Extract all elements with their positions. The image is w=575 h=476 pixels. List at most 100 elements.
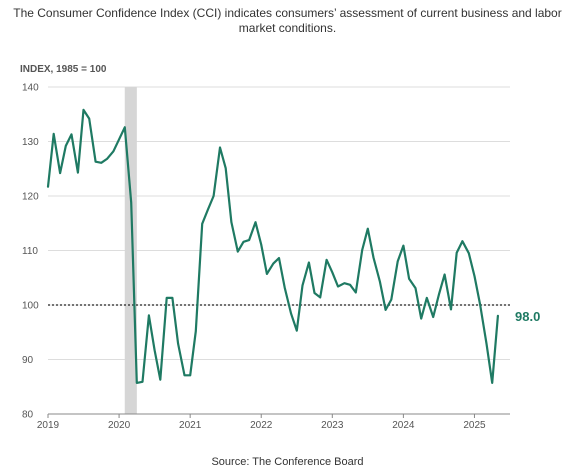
series-layer: [46, 108, 499, 384]
x-tick-label: 2020: [108, 420, 131, 431]
data-point: [337, 285, 339, 288]
data-point: [242, 241, 245, 243]
data-point: [213, 195, 215, 197]
series-line: [46, 108, 499, 384]
data-point: [148, 314, 150, 316]
data-point: [343, 282, 345, 284]
data-point: [230, 221, 232, 223]
data-point: [349, 284, 351, 286]
data-point: [219, 146, 221, 149]
y-tick-label: 140: [22, 83, 39, 94]
data-point: [141, 381, 144, 383]
data-point: [456, 252, 458, 254]
data-point: [136, 382, 138, 384]
x-tick-labels: 2019 2020 2021 2022 2023 2024 2025: [37, 413, 510, 431]
data-point: [77, 172, 79, 174]
data-point: [166, 297, 168, 299]
data-point: [159, 379, 161, 381]
data-point: [201, 223, 203, 225]
data-point: [171, 297, 173, 299]
data-point: [361, 249, 363, 251]
x-tick-label: 2021: [179, 420, 202, 431]
data-point: [479, 303, 481, 306]
y-tick-label: 90: [22, 355, 34, 366]
data-point: [397, 260, 399, 262]
y-tick-label: 80: [22, 410, 34, 421]
gridlines: [48, 86, 510, 415]
data-point: [485, 343, 488, 345]
data-point: [266, 273, 268, 275]
y-tick-label: 100: [22, 301, 39, 312]
y-tick-label: 120: [22, 192, 39, 203]
data-point: [473, 275, 476, 277]
data-point: [88, 118, 90, 120]
data-point: [237, 251, 239, 253]
x-tick-label: 2022: [250, 420, 273, 431]
data-point: [195, 330, 197, 332]
data-point: [95, 161, 97, 163]
data-point: [189, 374, 191, 376]
data-point: [461, 240, 463, 242]
data-point: [177, 343, 179, 345]
data-point: [355, 291, 357, 294]
y-axis-label: INDEX, 1985 = 100: [20, 64, 107, 75]
data-point: [124, 126, 126, 128]
data-point: [301, 284, 304, 286]
source-note: Source: The Conference Board: [211, 456, 364, 468]
x-tick-label: 2024: [392, 420, 415, 431]
data-point: [420, 318, 422, 320]
data-point: [100, 162, 102, 164]
y-tick-labels: 80 90 100 110 120 130 140: [22, 83, 39, 421]
data-point: [59, 172, 61, 174]
data-point: [53, 133, 55, 135]
data-point: [118, 138, 120, 140]
data-point: [290, 313, 292, 315]
x-tick-label: 2025: [463, 420, 486, 431]
data-point: [450, 308, 452, 310]
data-point: [272, 263, 274, 265]
data-point: [379, 281, 381, 283]
data-point: [112, 150, 114, 152]
data-point: [444, 273, 446, 276]
data-point: [225, 167, 227, 169]
data-point: [47, 186, 49, 188]
data-point: [468, 252, 470, 254]
data-point: [106, 158, 108, 160]
y-tick-label: 110: [22, 246, 38, 257]
data-point: [296, 330, 298, 332]
data-point: [319, 296, 321, 298]
data-point: [367, 228, 369, 230]
data-point: [207, 209, 209, 211]
data-point: [248, 239, 250, 241]
data-point: [497, 315, 499, 317]
data-point: [390, 299, 392, 301]
data-point: [414, 287, 417, 289]
x-tick-label: 2023: [321, 420, 344, 431]
data-point: [278, 257, 280, 259]
data-point: [254, 221, 257, 223]
data-point: [313, 292, 316, 294]
data-point: [426, 297, 428, 299]
data-point: [130, 201, 132, 204]
data-point: [331, 271, 333, 273]
data-point: [65, 145, 67, 147]
data-point: [408, 278, 410, 280]
data-point: [438, 294, 440, 296]
data-point: [308, 261, 310, 264]
data-point: [284, 287, 286, 289]
data-point: [491, 382, 493, 384]
latest-value-label: 98.0: [515, 309, 540, 324]
data-point: [260, 243, 262, 246]
data-point: [372, 257, 375, 259]
data-point: [70, 133, 73, 135]
y-tick-label: 130: [22, 137, 39, 148]
data-point: [385, 309, 387, 311]
data-point: [326, 259, 328, 261]
data-point: [82, 109, 85, 111]
data-point: [402, 245, 404, 247]
data-point: [154, 349, 156, 351]
x-tick-label: 2019: [37, 420, 60, 431]
data-point: [432, 316, 434, 318]
chart-title: The Consumer Confidence Index (CCI) indi…: [13, 6, 562, 35]
